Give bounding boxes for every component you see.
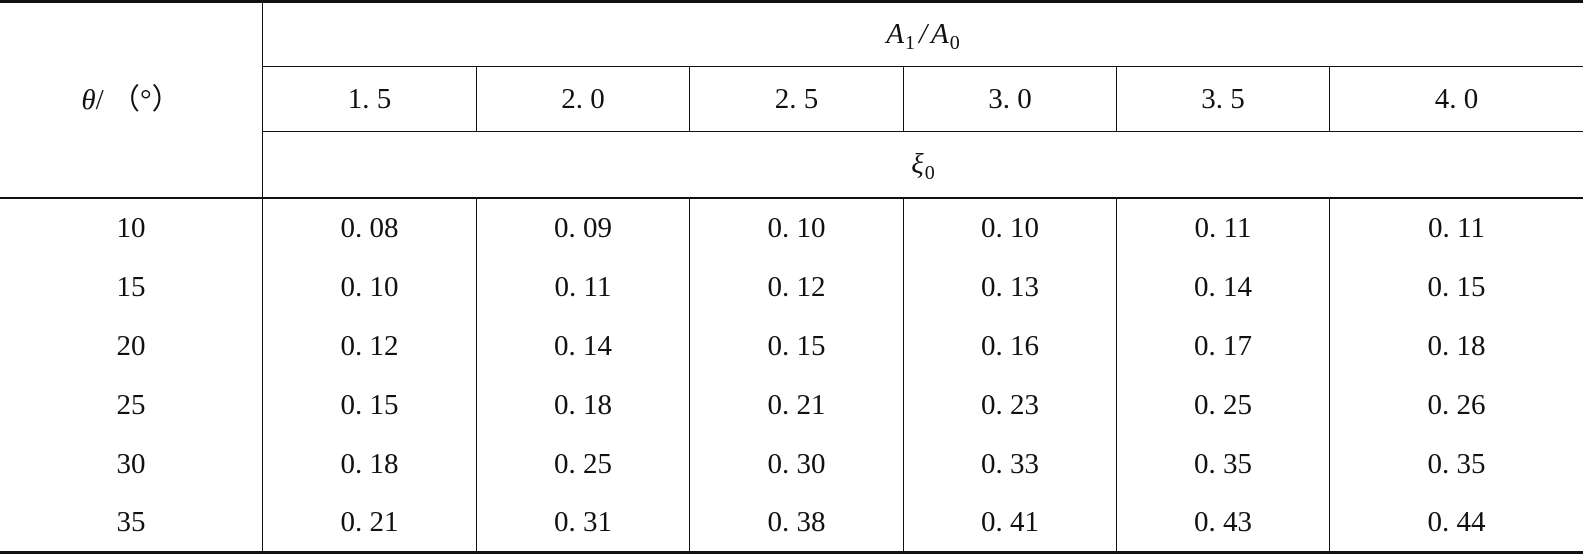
table-cell: 0. 15 <box>1427 271 1486 303</box>
ratio-slash: / <box>918 18 928 50</box>
column-header-rule <box>263 131 1583 132</box>
column-divider <box>689 66 690 132</box>
table-cell: 0. 11 <box>1194 212 1252 244</box>
column-divider <box>903 198 904 552</box>
column-divider <box>1329 66 1330 132</box>
table-cell: 0. 35 <box>1427 448 1486 480</box>
table-cell: 0. 43 <box>1194 506 1252 538</box>
column-divider <box>1116 198 1117 552</box>
table-cell: 0. 23 <box>981 389 1039 421</box>
table-cell: 0. 18 <box>340 448 399 480</box>
theta-value: 15 <box>116 271 146 303</box>
table-cell: 0. 25 <box>554 448 612 480</box>
column-header: 3. 0 <box>988 82 1032 115</box>
theta-header: θ / （°） <box>0 3 262 197</box>
table-cell: 0. 08 <box>340 212 399 244</box>
header-body-rule <box>0 197 1583 199</box>
theta-unit: / （°） <box>95 83 181 116</box>
table-cell: 0. 14 <box>554 330 612 362</box>
column-divider <box>1329 198 1330 552</box>
coefficient-symbol: ξ <box>911 148 924 180</box>
bottom-rule <box>0 551 1583 554</box>
coefficient-subscript: 0 <box>924 161 935 184</box>
column-divider <box>476 66 477 132</box>
table-cell: 0. 10 <box>340 271 399 303</box>
ratio-denominator-symbol: A <box>931 18 949 50</box>
theta-value: 10 <box>116 212 146 244</box>
table-cell: 0. 15 <box>340 389 399 421</box>
table-cell: 0. 18 <box>554 389 612 421</box>
table-cell: 0. 18 <box>1427 330 1486 362</box>
theta-value: 20 <box>116 330 146 362</box>
table-cell: 0. 12 <box>767 271 826 303</box>
table-cell: 0. 12 <box>340 330 399 362</box>
column-divider <box>476 198 477 552</box>
table-cell: 0. 11 <box>554 271 612 303</box>
table-cell: 0. 09 <box>554 212 612 244</box>
ratio-denominator-subscript: 0 <box>949 31 960 54</box>
table-cell: 0. 10 <box>767 212 826 244</box>
column-divider <box>689 198 690 552</box>
ratio-numerator-symbol: A <box>886 18 904 50</box>
table-cell: 0. 31 <box>554 506 612 538</box>
column-header: 1. 5 <box>347 82 392 115</box>
top-rule <box>0 0 1583 3</box>
table-cell: 0. 14 <box>1194 271 1252 303</box>
column-header: 2. 5 <box>774 82 819 115</box>
table-cell: 0. 17 <box>1194 330 1252 362</box>
table-cell: 0. 16 <box>981 330 1039 362</box>
table-cell: 0. 26 <box>1427 389 1486 421</box>
table-cell: 0. 25 <box>1194 389 1252 421</box>
theta-symbol: θ <box>81 83 96 116</box>
row-header-divider <box>262 2 263 552</box>
column-header: 2. 0 <box>561 82 605 115</box>
theta-value: 30 <box>116 448 146 480</box>
table-cell: 0. 35 <box>1194 448 1252 480</box>
table-cell: 0. 13 <box>981 271 1039 303</box>
table-cell: 0. 11 <box>1428 212 1485 244</box>
table-cell: 0. 21 <box>340 506 399 538</box>
table-cell: 0. 21 <box>767 389 826 421</box>
table-cell: 0. 15 <box>767 330 826 362</box>
table-cell: 0. 38 <box>767 506 826 538</box>
area-ratio-header: A 1/A 0 <box>263 3 1583 66</box>
theta-value: 35 <box>116 506 146 538</box>
ratio-header-rule <box>263 66 1583 67</box>
ratio-numerator-subscript: 1 <box>904 31 915 54</box>
table-cell: 0. 44 <box>1427 506 1486 538</box>
theta-value: 25 <box>116 389 146 421</box>
table-cell: 0. 33 <box>981 448 1039 480</box>
table-cell: 0. 10 <box>981 212 1039 244</box>
column-divider <box>1116 66 1117 132</box>
column-header: 4. 0 <box>1434 82 1479 115</box>
column-divider <box>903 66 904 132</box>
table-cell: 0. 41 <box>981 506 1039 538</box>
table-cell: 0. 30 <box>767 448 826 480</box>
column-header: 3. 5 <box>1201 82 1245 115</box>
